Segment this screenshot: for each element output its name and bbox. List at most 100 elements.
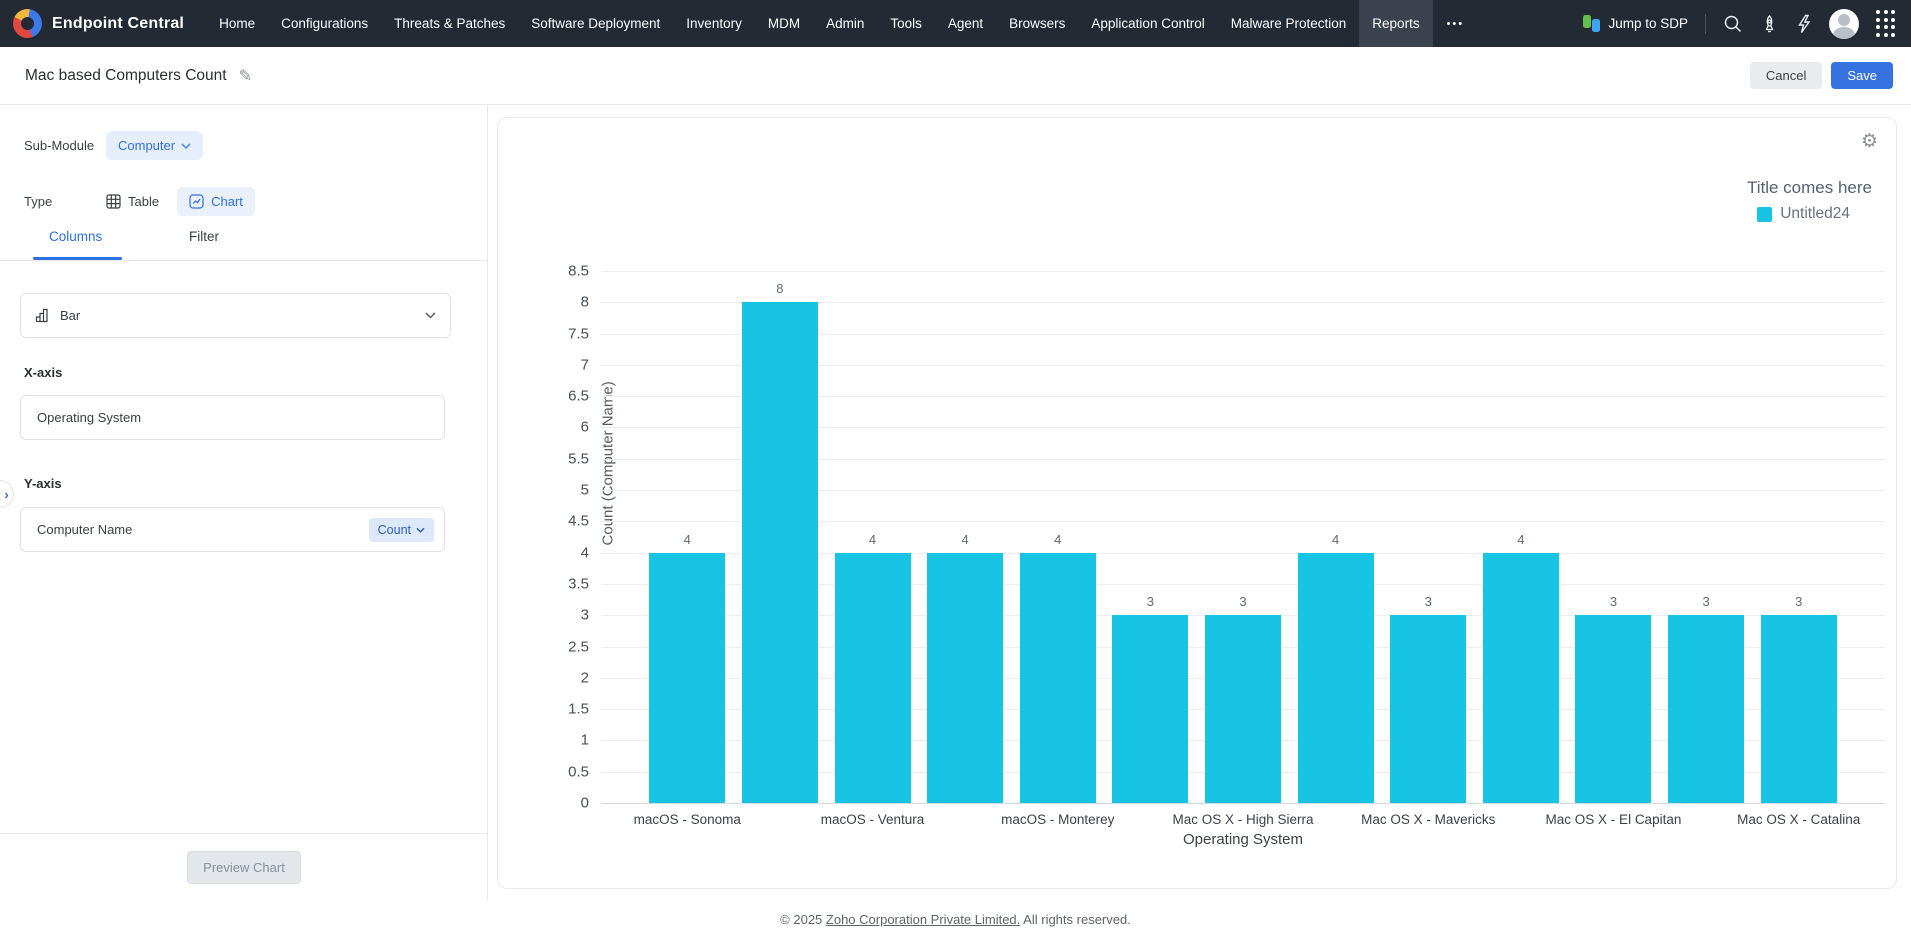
edit-title-pencil-icon[interactable]: ✎ — [238, 67, 253, 85]
bar-2[interactable] — [834, 552, 911, 803]
nav-item-tools[interactable]: Tools — [890, 16, 922, 31]
bar-value-label: 3 — [1424, 594, 1432, 610]
nav-more-button[interactable]: ••• — [1433, 18, 1479, 30]
type-option-table[interactable]: Table — [106, 194, 159, 209]
gridline — [601, 803, 1885, 804]
nav-item-admin[interactable]: Admin — [826, 16, 865, 31]
nav-item-agent[interactable]: Agent — [947, 16, 984, 31]
x-tick-label: Mac OS X - Catalina — [1737, 812, 1861, 827]
x-tick-label: macOS - Sonoma — [633, 812, 741, 827]
chevron-down-icon — [425, 312, 436, 319]
bar-value-label: 4 — [868, 531, 877, 547]
y-tick-label: 2.5 — [568, 638, 589, 656]
bar-7[interactable] — [1297, 552, 1374, 803]
x-tick-label: Mac OS X - High Sierra — [1172, 812, 1314, 827]
bar-6[interactable] — [1205, 615, 1281, 803]
whats-new-rocket-icon[interactable] — [1760, 14, 1779, 34]
y-tick-label: 7.5 — [568, 325, 589, 343]
y-tick-label: 6.5 — [568, 387, 589, 405]
quick-actions-lightning-icon[interactable] — [1796, 14, 1812, 34]
y-tick-label: 5.5 — [568, 450, 589, 468]
y-tick-label: 8.5 — [568, 262, 589, 280]
bar-12[interactable] — [1760, 615, 1837, 803]
chart-icon — [189, 194, 204, 209]
report-config-panel: Sub-Module Computer Type Table Chart Col… — [0, 105, 488, 900]
y-tick-label: 8 — [580, 293, 589, 311]
chevron-right-icon: › — [4, 486, 9, 502]
bar-11[interactable] — [1668, 615, 1745, 803]
bar-value-label: 4 — [683, 531, 691, 547]
nav-item-home[interactable]: Home — [219, 16, 256, 31]
y-tick-label: 0 — [580, 794, 589, 812]
bar-value-label: 3 — [1702, 594, 1710, 610]
x-tick-label: Mac OS X - Mavericks — [1361, 812, 1496, 827]
bar-10[interactable] — [1575, 615, 1652, 803]
more-icon: ••• — [1446, 17, 1465, 30]
y-tick-label: 3 — [580, 606, 589, 624]
y-axis-field[interactable]: Computer Name Count — [20, 507, 445, 552]
aggregate-select[interactable]: Count — [368, 517, 434, 542]
jump-to-sdp-button[interactable]: Jump to SDP — [1583, 15, 1688, 32]
user-avatar[interactable] — [1829, 8, 1859, 39]
chart-title: Title comes here — [1746, 178, 1872, 197]
chart-type-value: Bar — [60, 308, 81, 323]
y-tick-label: 3.5 — [568, 575, 589, 593]
chevron-down-icon — [416, 527, 425, 533]
nav-item-reports[interactable]: Reports — [1359, 0, 1433, 47]
bar-9[interactable] — [1482, 552, 1559, 803]
nav-item-threats-patches[interactable]: Threats & Patches — [394, 16, 506, 31]
chart-preview-card: ⚙ Title comes here Untitled24 Count (Com… — [497, 117, 1897, 889]
chart-settings-gear-icon[interactable]: ⚙ — [1860, 131, 1878, 152]
y-tick-label: 2 — [580, 669, 589, 687]
tab-filter[interactable]: Filter — [189, 229, 219, 244]
table-grid-icon — [106, 194, 121, 209]
bar-value-label: 3 — [1239, 594, 1247, 610]
nav-item-mdm[interactable]: MDM — [767, 16, 801, 31]
nav-item-browsers[interactable]: Browsers — [1009, 16, 1066, 31]
y-tick-label: 4.5 — [568, 512, 589, 530]
sub-module-select[interactable]: Computer — [106, 131, 204, 160]
x-tick-label: macOS - Monterey — [1001, 812, 1115, 827]
bar-8[interactable] — [1390, 615, 1467, 803]
gridline — [601, 271, 1885, 272]
bar-3[interactable] — [927, 552, 1004, 803]
nav-item-configurations[interactable]: Configurations — [281, 16, 369, 31]
nav-item-application-control[interactable]: Application Control — [1091, 16, 1205, 31]
bar-0[interactable] — [649, 552, 726, 803]
nav-item-software-deployment[interactable]: Software Deployment — [531, 16, 661, 31]
endpoint-central-logo-icon — [13, 9, 42, 38]
bar-1[interactable] — [741, 302, 818, 803]
type-label: Type — [24, 194, 53, 209]
zoho-link[interactable]: Zoho Corporation Private Limited. — [825, 912, 1021, 927]
chart-type-select[interactable]: Bar — [20, 293, 451, 338]
cancel-button[interactable]: Cancel — [1749, 62, 1823, 89]
bar-value-label: 8 — [776, 281, 784, 297]
search-icon[interactable] — [1723, 14, 1743, 34]
gridline — [601, 396, 1885, 398]
panel-collapse-handle[interactable]: › — [0, 480, 14, 508]
bar-value-label: 3 — [1146, 594, 1154, 610]
y-tick-label: 1 — [580, 731, 589, 749]
copyright-footer: © 2025 Zoho Corporation Private Limited.… — [780, 912, 1131, 927]
y-tick-label: 6 — [580, 418, 589, 436]
bar-4[interactable] — [1019, 552, 1096, 803]
type-option-chart[interactable]: Chart — [177, 187, 255, 216]
legend-swatch — [1757, 206, 1773, 222]
bar-value-label: 4 — [1331, 531, 1340, 547]
nav-item-malware-protection[interactable]: Malware Protection — [1230, 16, 1347, 31]
app-brand[interactable]: Endpoint Central — [0, 9, 206, 38]
nav-item-inventory[interactable]: Inventory — [686, 16, 742, 31]
gridline — [601, 552, 1885, 554]
x-axis-title: Operating System — [1182, 831, 1304, 848]
legend-item[interactable]: Untitled24 — [1757, 205, 1850, 223]
gridline — [601, 364, 1885, 366]
x-axis-field[interactable]: Operating System — [20, 395, 445, 440]
apps-grid-icon[interactable] — [1876, 10, 1895, 37]
gridline — [601, 458, 1885, 460]
bar-5[interactable] — [1112, 615, 1189, 803]
tab-columns[interactable]: Columns — [32, 229, 123, 260]
save-button[interactable]: Save — [1831, 62, 1893, 89]
preview-chart-button[interactable]: Preview Chart — [187, 850, 301, 884]
sub-module-label: Sub-Module — [24, 138, 95, 153]
bar-value-label: 4 — [1517, 531, 1525, 547]
